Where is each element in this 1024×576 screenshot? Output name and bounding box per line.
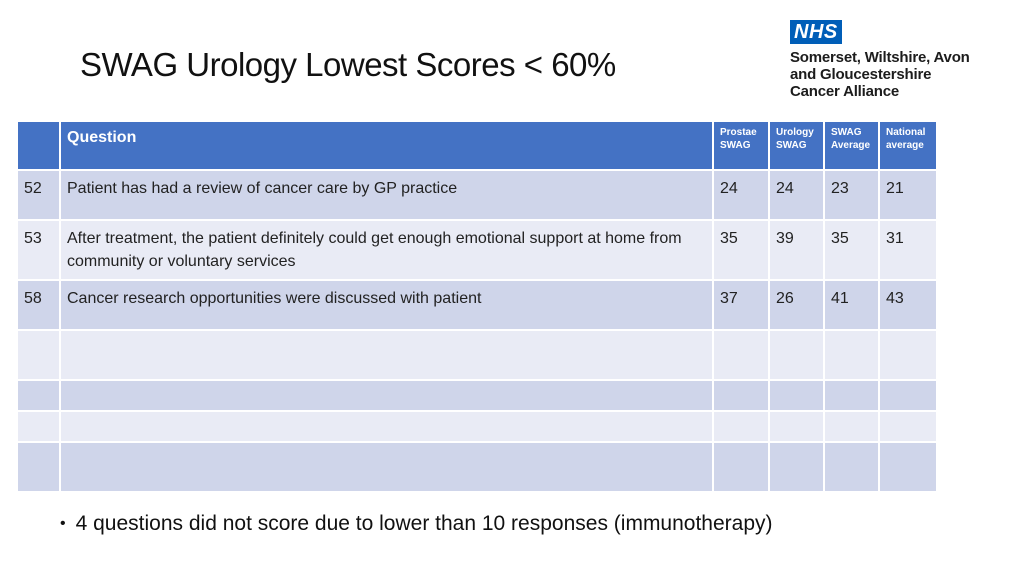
row-number: 58 bbox=[16, 279, 61, 331]
row-number: 53 bbox=[16, 219, 61, 281]
empty-table-row bbox=[16, 329, 938, 381]
empty-table-row bbox=[16, 410, 938, 443]
row-prostate-score: 24 bbox=[712, 169, 770, 221]
row-prostate-score: 37 bbox=[712, 279, 770, 331]
scores-table: Question Prostae SWAG Urology SWAG SWAG Ave… bbox=[16, 120, 938, 493]
row-urology-score: 26 bbox=[768, 279, 825, 331]
nhs-badge: NHS bbox=[790, 20, 842, 44]
row-prostate-score: 35 bbox=[712, 219, 770, 281]
table-row: 58 Cancer research opportunities were di… bbox=[16, 279, 938, 331]
header-number bbox=[16, 120, 61, 171]
nhs-logo: NHS Somerset, Wiltshire, Avon and Glouce… bbox=[790, 20, 1000, 100]
header-swag-average: SWAG Average bbox=[823, 120, 880, 171]
row-national-average: 43 bbox=[878, 279, 938, 331]
alliance-name-line-1: Somerset, Wiltshire, Avon bbox=[790, 49, 970, 66]
alliance-name-line-2: and Gloucestershire bbox=[790, 66, 932, 83]
row-swag-average: 23 bbox=[823, 169, 880, 221]
bullet-icon: • bbox=[60, 515, 66, 532]
table-row: 53 After treatment, the patient definite… bbox=[16, 219, 938, 281]
empty-table-row bbox=[16, 379, 938, 412]
header-question: Question bbox=[59, 120, 714, 171]
row-urology-score: 39 bbox=[768, 219, 825, 281]
row-number: 52 bbox=[16, 169, 61, 221]
row-question: Cancer research opportunities were discu… bbox=[59, 279, 714, 331]
row-swag-average: 35 bbox=[823, 219, 880, 281]
row-urology-score: 24 bbox=[768, 169, 825, 221]
header-urology-swag: Urology SWAG bbox=[768, 120, 825, 171]
row-national-average: 21 bbox=[878, 169, 938, 221]
table-header-row: Question Prostae SWAG Urology SWAG SWAG Ave… bbox=[16, 120, 938, 171]
bullet-text: 4 questions did not score due to lower t… bbox=[75, 512, 773, 535]
header-national-average: National average bbox=[878, 120, 938, 171]
row-question: After treatment, the patient definitely … bbox=[59, 219, 714, 281]
row-question: Patient has had a review of cancer care … bbox=[59, 169, 714, 221]
alliance-name-line-3: Cancer Alliance bbox=[790, 83, 899, 100]
empty-table-row bbox=[16, 441, 938, 493]
alliance-name: Somerset, Wiltshire, Avon and Gloucester… bbox=[790, 49, 1000, 100]
bullet-note: • 4 questions did not score due to lower … bbox=[60, 512, 773, 536]
page-title: SWAG Urology Lowest Scores < 60% bbox=[80, 46, 616, 83]
header-prostate-swag: Prostae SWAG bbox=[712, 120, 770, 171]
row-national-average: 31 bbox=[878, 219, 938, 281]
table-row: 52 Patient has had a review of cancer ca… bbox=[16, 169, 938, 221]
row-swag-average: 41 bbox=[823, 279, 880, 331]
